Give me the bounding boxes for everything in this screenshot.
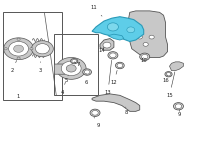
Circle shape [84, 70, 90, 74]
Circle shape [149, 35, 154, 39]
Circle shape [108, 52, 118, 59]
Text: 1: 1 [17, 94, 20, 99]
Circle shape [30, 48, 33, 50]
Polygon shape [108, 34, 124, 40]
Circle shape [83, 69, 91, 75]
Polygon shape [170, 62, 183, 71]
Text: 7: 7 [74, 62, 80, 67]
Circle shape [9, 41, 29, 56]
Circle shape [31, 41, 53, 57]
Circle shape [17, 57, 20, 59]
Circle shape [72, 59, 77, 63]
Text: 16: 16 [162, 75, 169, 83]
Text: 12: 12 [111, 70, 117, 85]
Text: 10: 10 [140, 57, 147, 63]
Circle shape [92, 110, 98, 115]
Text: 14: 14 [99, 47, 105, 53]
Text: 13: 13 [105, 60, 112, 95]
Text: 15: 15 [166, 72, 175, 98]
Circle shape [4, 48, 7, 50]
Circle shape [141, 54, 148, 59]
Circle shape [143, 42, 148, 46]
Circle shape [66, 65, 76, 72]
Circle shape [110, 53, 116, 58]
Circle shape [35, 44, 49, 54]
Circle shape [14, 45, 24, 52]
Text: 3: 3 [39, 62, 42, 73]
Text: 6: 6 [84, 74, 88, 85]
Circle shape [115, 62, 124, 69]
Circle shape [107, 23, 118, 31]
Text: 2: 2 [11, 60, 17, 73]
Text: 11: 11 [91, 5, 102, 16]
Circle shape [61, 61, 81, 76]
Circle shape [17, 38, 20, 40]
Circle shape [71, 59, 78, 64]
Circle shape [56, 57, 86, 79]
Text: 9: 9 [94, 117, 100, 128]
Circle shape [103, 42, 111, 48]
Text: 9: 9 [178, 110, 181, 117]
Polygon shape [92, 17, 144, 41]
Circle shape [166, 72, 171, 76]
Circle shape [137, 35, 142, 39]
Circle shape [127, 27, 135, 33]
Text: 4: 4 [61, 82, 65, 95]
Circle shape [173, 103, 183, 110]
Polygon shape [92, 94, 140, 111]
Polygon shape [128, 11, 168, 57]
Text: 5: 5 [65, 75, 68, 83]
Circle shape [175, 104, 182, 109]
Circle shape [140, 53, 150, 60]
Text: 8: 8 [124, 107, 128, 115]
Circle shape [4, 38, 33, 60]
Polygon shape [100, 39, 114, 50]
Circle shape [90, 109, 100, 116]
Circle shape [165, 72, 172, 77]
FancyBboxPatch shape [54, 64, 65, 74]
Circle shape [117, 63, 123, 68]
